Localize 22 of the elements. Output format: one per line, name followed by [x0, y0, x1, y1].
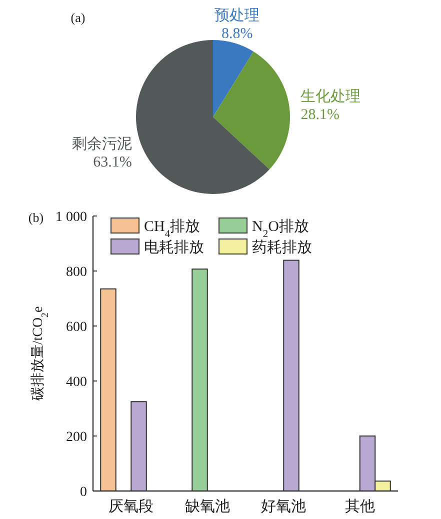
data-label: 8.8% [222, 26, 253, 42]
y-tick-label: 1 000 [56, 210, 87, 225]
slice-label: 剩余污泥 [72, 135, 132, 152]
y-tick-label: 600 [66, 320, 87, 335]
y-tick-label: 200 [66, 430, 87, 445]
x-tick-label: 厌氧段 [108, 498, 154, 515]
y-tick-label: 0 [80, 485, 87, 500]
legend-label: 药耗排放 [252, 239, 312, 256]
slice-label: 生化处理 [300, 88, 361, 106]
x-tick-label: 其他 [344, 498, 375, 515]
legend-label: 电耗排放 [144, 239, 204, 256]
y-tick-label: 800 [66, 265, 87, 280]
chart-title: (a) [70, 10, 86, 25]
legend-label: CH$_{4}$排放 [144, 218, 200, 240]
data-label: 63.1% [93, 154, 132, 170]
chart-title: (b) [28, 210, 44, 225]
legend-label: N$_{2}$O排放 [252, 218, 309, 240]
data-label: 28.1% [300, 107, 340, 124]
y-tick-label: 400 [66, 375, 87, 390]
x-tick-label: 缺氧池 [184, 498, 230, 515]
slice-label: 预处理 [214, 6, 260, 24]
x-tick-label: 好氧池 [261, 498, 306, 515]
